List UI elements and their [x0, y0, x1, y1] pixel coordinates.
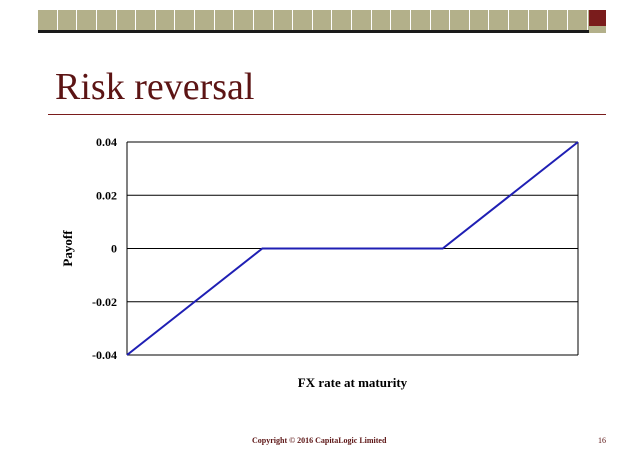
header-cell [175, 10, 195, 30]
chart-y-axis-label: Payoff [60, 230, 75, 267]
slide-footer: Copyright © 2016 CapitaLogic Limited 16 [0, 436, 638, 448]
y-tick-label: -0.02 [92, 295, 117, 309]
chart-series [126, 141, 579, 356]
header-cell [450, 10, 470, 30]
slide-title: Risk reversal [55, 66, 255, 108]
header-cell [509, 10, 529, 30]
header-cell [469, 10, 490, 30]
header-accent-block-lower [589, 26, 606, 33]
header-cell [489, 10, 509, 30]
y-tick-label: 0.04 [96, 135, 117, 149]
chart-y-tick-labels: 0.04 0.02 0 -0.02 -0.04 [92, 135, 117, 362]
header-cell [96, 10, 117, 30]
header-cell [410, 10, 431, 30]
y-tick-label: -0.04 [92, 348, 117, 362]
header-cell [548, 10, 568, 30]
header-cell [234, 10, 254, 30]
header-cell [195, 10, 215, 30]
header-cell [528, 10, 549, 30]
header-cell [136, 10, 156, 30]
title-divider [48, 114, 606, 115]
header-cell [332, 10, 352, 30]
chart-gridlines [126, 141, 579, 356]
header-cell [253, 10, 274, 30]
header-cell [155, 10, 176, 30]
header-cell [391, 10, 411, 30]
chart-x-axis-label: FX rate at maturity [298, 375, 408, 390]
header-cell [57, 10, 78, 30]
header-cell [430, 10, 451, 30]
header-cell [293, 10, 313, 30]
header-cell [352, 10, 372, 30]
payoff-line [126, 141, 579, 356]
y-tick-label: 0 [111, 242, 117, 256]
footer-copyright: Copyright © 2016 CapitaLogic Limited [252, 436, 387, 445]
header-cell [371, 10, 392, 30]
header-cell [116, 10, 137, 30]
header-cell [38, 10, 58, 30]
header-cell [273, 10, 294, 30]
header-decoration-bar [38, 10, 607, 33]
header-accent-block [589, 10, 606, 26]
header-cell [312, 10, 333, 30]
header-cell [77, 10, 97, 30]
header-cell [567, 10, 588, 30]
header-cell [214, 10, 235, 30]
page-number: 16 [598, 436, 606, 445]
y-tick-label: 0.02 [96, 188, 117, 202]
